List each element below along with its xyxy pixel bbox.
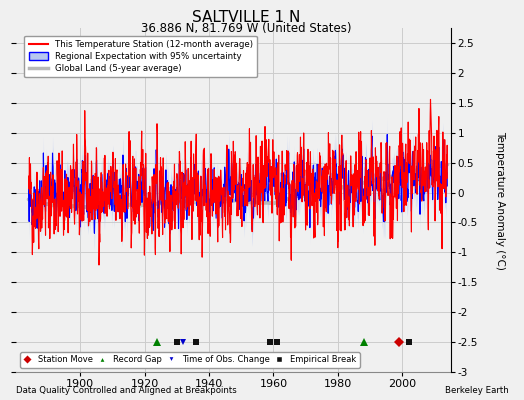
Legend: Station Move, Record Gap, Time of Obs. Change, Empirical Break: Station Move, Record Gap, Time of Obs. C…	[20, 352, 359, 368]
Text: 36.886 N, 81.769 W (United States): 36.886 N, 81.769 W (United States)	[141, 22, 352, 35]
Text: Data Quality Controlled and Aligned at Breakpoints: Data Quality Controlled and Aligned at B…	[16, 386, 236, 395]
Text: SALTVILLE 1 N: SALTVILLE 1 N	[192, 10, 300, 25]
Y-axis label: Temperature Anomaly (°C): Temperature Anomaly (°C)	[495, 130, 505, 270]
Text: Berkeley Earth: Berkeley Earth	[444, 386, 508, 395]
